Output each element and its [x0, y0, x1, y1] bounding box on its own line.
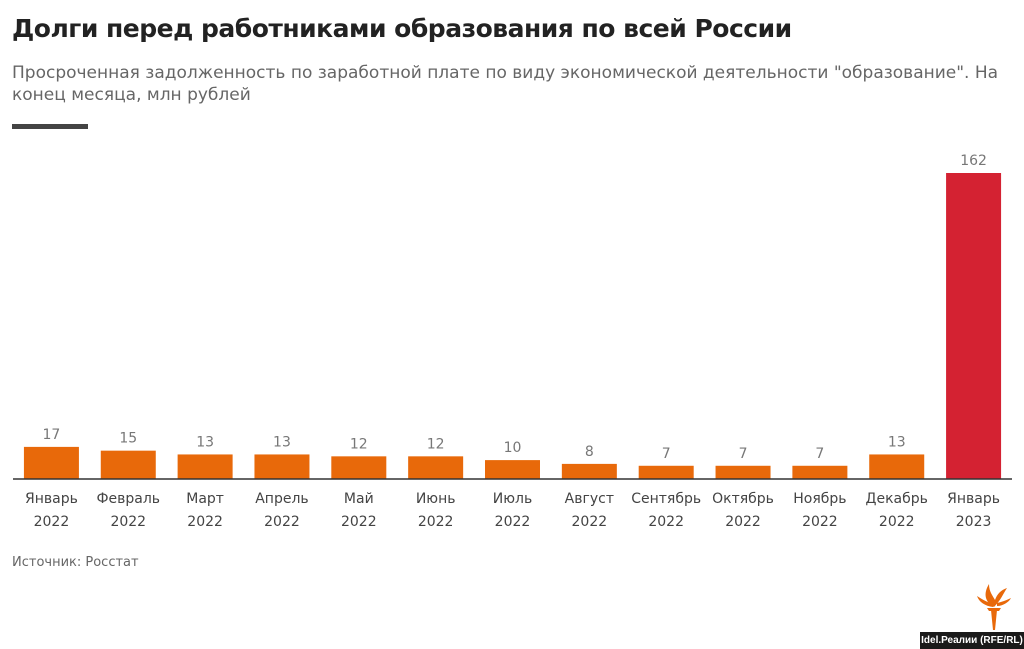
data-label: 17	[43, 427, 61, 443]
bar	[946, 173, 1002, 479]
x-tick-label-year: 2022	[495, 514, 531, 530]
data-label: 13	[196, 434, 214, 450]
bar	[23, 446, 79, 479]
data-label: 7	[815, 446, 824, 462]
x-tick-label-month: Май	[344, 491, 374, 507]
x-tick-label-month: Январь	[947, 491, 1000, 507]
x-tick-label-month: Июнь	[416, 491, 456, 507]
bar	[100, 450, 156, 479]
x-tick-label-year: 2022	[187, 514, 223, 530]
data-label: 13	[273, 434, 291, 450]
bar	[792, 465, 848, 479]
bar	[869, 454, 925, 479]
bar	[561, 463, 617, 479]
x-tick-label-year: 2022	[418, 514, 454, 530]
chart-title: Долги перед работниками образования по в…	[12, 14, 792, 43]
data-label: 12	[427, 436, 445, 452]
x-tick-label-month: Октябрь	[712, 491, 774, 507]
bar	[485, 460, 540, 479]
x-tick-label-year: 2022	[802, 514, 838, 530]
x-tick-label-month: Декабрь	[866, 491, 928, 507]
x-tick-label-year: 2023	[956, 514, 992, 530]
bar	[638, 465, 694, 479]
x-tick-label-month: Январь	[25, 491, 78, 507]
x-tick-label-year: 2022	[648, 514, 684, 530]
torch-logo-icon	[977, 584, 1011, 630]
data-label: 15	[119, 431, 137, 447]
bar	[408, 456, 464, 479]
x-tick-label-month: Сентябрь	[631, 491, 701, 507]
x-tick-label-year: 2022	[110, 514, 146, 530]
x-tick-label-month: Февраль	[96, 491, 160, 507]
bar	[331, 456, 387, 479]
data-label: 162	[960, 153, 987, 169]
x-tick-label-year: 2022	[572, 514, 608, 530]
chart-subtitle: Просроченная задолженность по заработной…	[12, 63, 999, 105]
data-label: 7	[739, 446, 748, 462]
x-tick-label-year: 2022	[879, 514, 915, 530]
data-label: 10	[504, 440, 522, 456]
credit-label: Idel.Реалии (RFE/RL)	[920, 632, 1024, 649]
x-tick-label-month: Март	[186, 491, 224, 507]
bar	[177, 454, 233, 479]
x-tick-label-month: Апрель	[255, 491, 308, 507]
bar	[715, 465, 771, 479]
data-label: 7	[662, 446, 671, 462]
data-label: 12	[350, 436, 368, 452]
source-note: Источник: Росстат	[12, 555, 139, 570]
data-label: 13	[888, 434, 906, 450]
x-tick-label-month: Ноябрь	[793, 491, 846, 507]
x-tick-label-month: Июль	[493, 491, 532, 507]
x-tick-label-year: 2022	[725, 514, 761, 530]
bar	[254, 454, 310, 479]
data-label: 8	[585, 444, 594, 460]
x-tick-label-year: 2022	[341, 514, 377, 530]
x-tick-label-year: 2022	[264, 514, 300, 530]
x-tick-label-month: Август	[565, 491, 614, 507]
x-tick-label-year: 2022	[34, 514, 70, 530]
title-rule	[12, 124, 88, 129]
